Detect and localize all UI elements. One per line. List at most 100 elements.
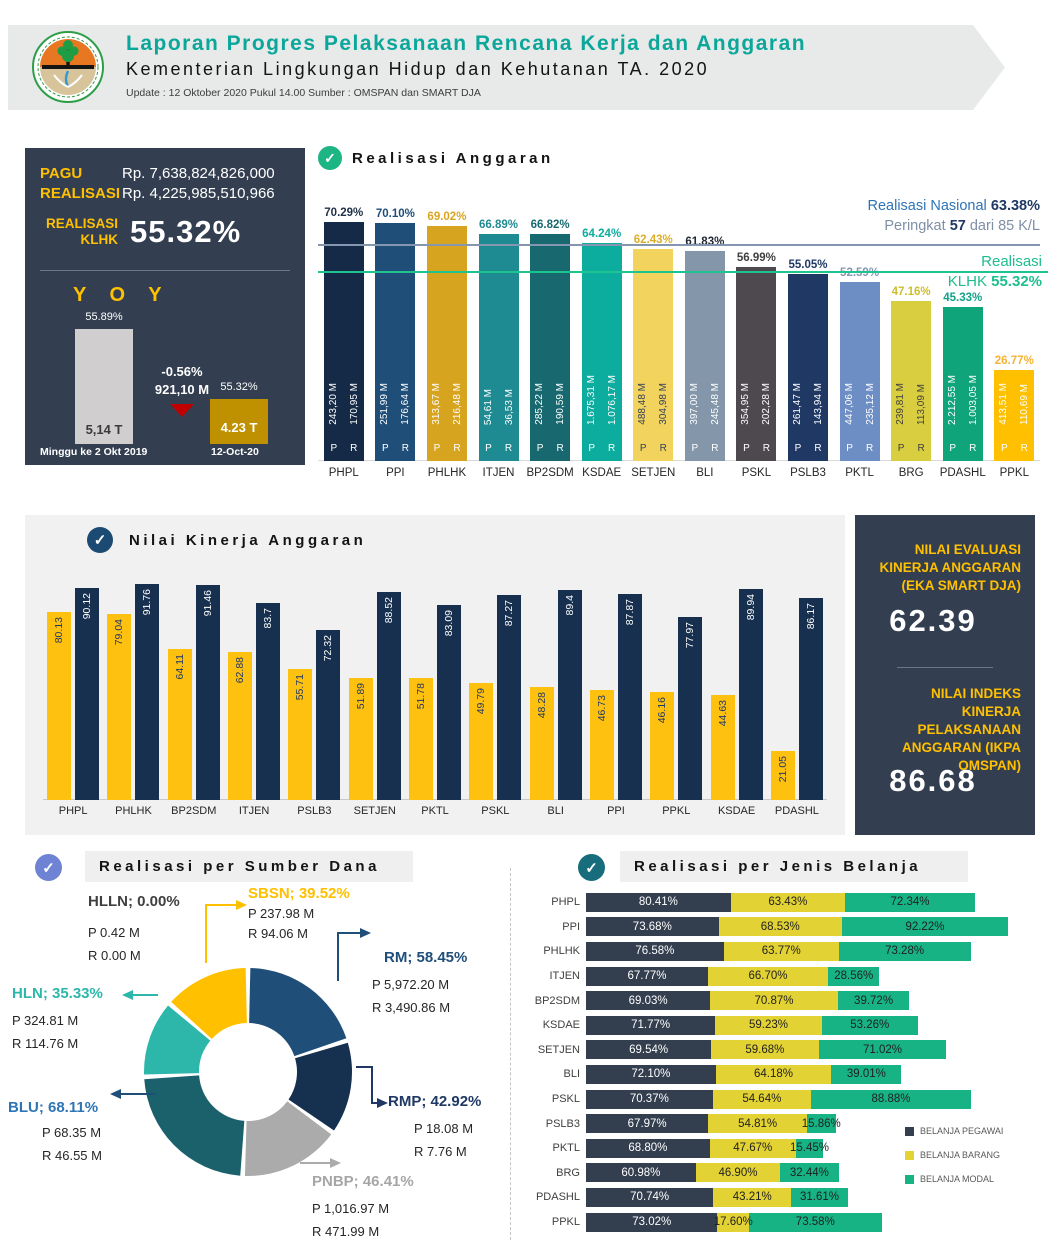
jb-segment-BLI-s2: 39.01% <box>831 1064 902 1084</box>
jb-segment-label: 59.68% <box>745 1043 785 1056</box>
jb-segment-label: 17.60% <box>713 1216 753 1229</box>
ra-pagu-value: 447,06 M <box>843 383 855 425</box>
pagu-value: Rp. 7,638,824,826,000 <box>122 165 275 182</box>
ra-real-value: 245,48 M <box>709 383 721 425</box>
legend-swatch-pegawai <box>905 1127 914 1136</box>
jb-segment-PSKL-s2: 88.88% <box>811 1089 971 1109</box>
ra-bar-PPKL: 26.77% 413,51 M 110,69 M P R <box>994 355 1035 461</box>
jb-segment-PHLHK-s0: 76.58% <box>586 941 724 961</box>
legend-item-modal: BELANJA MODAL <box>905 1174 1025 1185</box>
nk-value-label: 64.11 <box>173 654 186 680</box>
sumber-dana-donut-chart <box>144 968 352 1176</box>
jb-segment-label: 39.72% <box>854 994 894 1007</box>
jb-segment-PDASHL-s2: 31.61% <box>791 1187 848 1207</box>
jb-category-label: PPKL <box>551 1216 580 1229</box>
ra-pagu-value: 1.675,31 M <box>585 374 597 425</box>
jb-segment-BP2SDM-s2: 39.72% <box>837 991 910 1011</box>
ra-bar-cell-PPI: 70.10% 251,99 M 176,64 M P R <box>370 160 422 461</box>
nilai-kinerja-panel: ✓ Nilai Kinerja Anggaran 80.13 90.12 79.04… <box>25 515 845 835</box>
ra-pct-label: 61.83% <box>685 235 725 248</box>
ra-bar-cell-BRG: 47.16% 239,81 M 113,09 M P R <box>885 160 937 461</box>
ra-bar-cell-SETJEN: 62.43% 488,48 M 304,98 M P R <box>627 160 679 461</box>
jb-segment-label: 70.37% <box>629 1093 669 1106</box>
ra-real-value: 113,09 M <box>916 384 928 425</box>
jb-segment-PSLB3-s1: 54.81% <box>708 1114 807 1134</box>
jb-segment-label: 15.45% <box>790 1142 830 1155</box>
jenis-belanja-check-icon: ✓ <box>578 854 605 881</box>
jb-segment-KSDAE-s1: 59.23% <box>715 1015 822 1035</box>
yoy-prev-amount: 5,14 T <box>85 422 123 437</box>
jb-bar-ITJEN: 67.77% 66.70% 28.56% <box>586 966 880 986</box>
eka-ikpa-divider <box>897 667 993 668</box>
eka-ikpa-panel: NILAI EVALUASI KINERJA ANGGARAN (EKA SMA… <box>855 515 1035 835</box>
nk-category-label: KSDAE <box>717 805 756 817</box>
nk-value-label: 51.78 <box>415 683 428 710</box>
ra-r-letter: R <box>401 443 409 454</box>
jb-bar-PDASHL: 70.74% 43.21% 31.61% <box>586 1187 848 1207</box>
nk-bar-PHPL-s1: 90.12 <box>75 588 100 800</box>
legend-swatch-modal <box>905 1175 914 1184</box>
jb-segment-label: 76.58% <box>635 945 675 958</box>
ra-real-value: 1.076,17 M <box>606 374 618 425</box>
callout-pnbp: PNBP; 46.41% P 1,016.97 M R 471.99 M <box>312 1173 414 1239</box>
nk-value-label: 83.09 <box>443 609 456 637</box>
nk-category-label: PSLB3 <box>297 805 332 817</box>
nk-group-PKTL: 51.78 83.09 <box>405 570 465 800</box>
jb-category-label: PDASHL <box>535 1191 580 1204</box>
jb-category-label: KSDAE <box>542 1019 580 1032</box>
ra-bar-cell-BLI: 61.83% 397,00 M 245,48 M P R <box>679 160 731 461</box>
nk-bar-ITJEN-s1: 83.7 <box>256 603 281 800</box>
jb-segment-label: 39.01% <box>846 1068 886 1081</box>
nk-value-label: 44.63 <box>716 700 729 727</box>
nk-group-SETJEN: 51.89 88.52 <box>345 570 405 800</box>
ra-category-label: PPI <box>386 467 405 479</box>
yoy-delta-pct: -0.56% <box>161 364 203 379</box>
ra-category-label: PSLB3 <box>790 467 826 479</box>
jb-segment-BP2SDM-s1: 70.87% <box>710 991 838 1011</box>
jb-bar-PSKL: 70.37% 54.64% 88.88% <box>586 1089 971 1109</box>
nk-value-label: 72.32 <box>322 635 335 662</box>
nk-category-label: BP2SDM <box>171 805 217 817</box>
jb-row-PKTL: PKTL 68.80% 47.67% 15.45% <box>528 1136 1048 1161</box>
jb-segment-label: 28.56% <box>834 970 874 983</box>
ra-pct-label: 45.33% <box>943 291 983 304</box>
nk-category-label: PHPL <box>58 805 88 817</box>
ra-p-letter: P <box>743 443 750 454</box>
jb-category-label: PKTL <box>552 1142 580 1155</box>
donut-segment-RM <box>249 968 347 1057</box>
jb-segment-label: 71.77% <box>631 1019 671 1032</box>
jb-segment-BRG-s0: 60.98% <box>586 1163 696 1183</box>
nk-value-label: 46.16 <box>656 696 669 723</box>
jb-row-PDASHL: PDASHL 70.74% 43.21% 31.61% <box>528 1185 1048 1210</box>
ra-pagu-value: 251,99 M <box>379 383 391 425</box>
ra-r-letter: R <box>814 443 822 454</box>
ra-category-label: PSKL <box>741 467 772 479</box>
ra-pct-label: 64.24% <box>582 227 622 240</box>
ra-category-label: SETJEN <box>631 467 676 479</box>
nk-value-label: 77.97 <box>684 621 697 649</box>
ra-bar-BRG: 47.16% 239,81 M 113,09 M P R <box>891 286 932 461</box>
nk-group-PPI: 46.73 87.87 <box>586 570 646 800</box>
ra-bar-ITJEN: 66.89% 54,61 M 36,53 M P R <box>478 219 519 461</box>
jb-segment-label: 69.54% <box>629 1043 669 1056</box>
jenis-belanja-title-pill: Realisasi per Jenis Belanja <box>620 851 968 882</box>
jb-segment-BP2SDM-s0: 69.03% <box>586 991 711 1011</box>
ra-bar-cell-BP2SDM: 66.82% 285,22 M 190,59 M P R <box>524 160 576 461</box>
nk-bar-BLI-s0: 48.28 <box>529 686 554 800</box>
callout-sbsn: SBSN; 39.52% P 237.98 M R 94.06 M <box>248 885 350 941</box>
jb-segment-ITJEN-s2: 28.56% <box>828 966 880 986</box>
jb-segment-label: 68.53% <box>760 920 800 933</box>
nk-bar-PHPL-s0: 80.13 <box>47 611 72 800</box>
ra-bar-cell-PKTL: 52.59% 447,06 M 235,12 M P R <box>834 160 886 461</box>
ra-real-value: 36,53 M <box>503 388 515 425</box>
ra-pct-label: 66.89% <box>479 218 519 231</box>
nk-bar-PHLHK-s0: 79.04 <box>107 614 132 800</box>
ra-bar-SETJEN: 62.43% 488,48 M 304,98 M P R <box>633 234 674 461</box>
nk-value-label: 91.76 <box>141 589 154 616</box>
jb-segment-label: 60.98% <box>621 1166 661 1179</box>
eka-title: NILAI EVALUASI KINERJA ANGGARAN (EKA SMA… <box>879 542 1021 593</box>
nk-bar-PKTL-s0: 51.78 <box>409 678 434 800</box>
national-annotation: Realisasi Nasional 63.38% Peringkat 57 d… <box>867 198 1041 234</box>
nk-value-label: 83.7 <box>262 608 275 629</box>
jb-row-KSDAE: KSDAE 71.77% 59.23% 53.26% <box>528 1013 1048 1038</box>
